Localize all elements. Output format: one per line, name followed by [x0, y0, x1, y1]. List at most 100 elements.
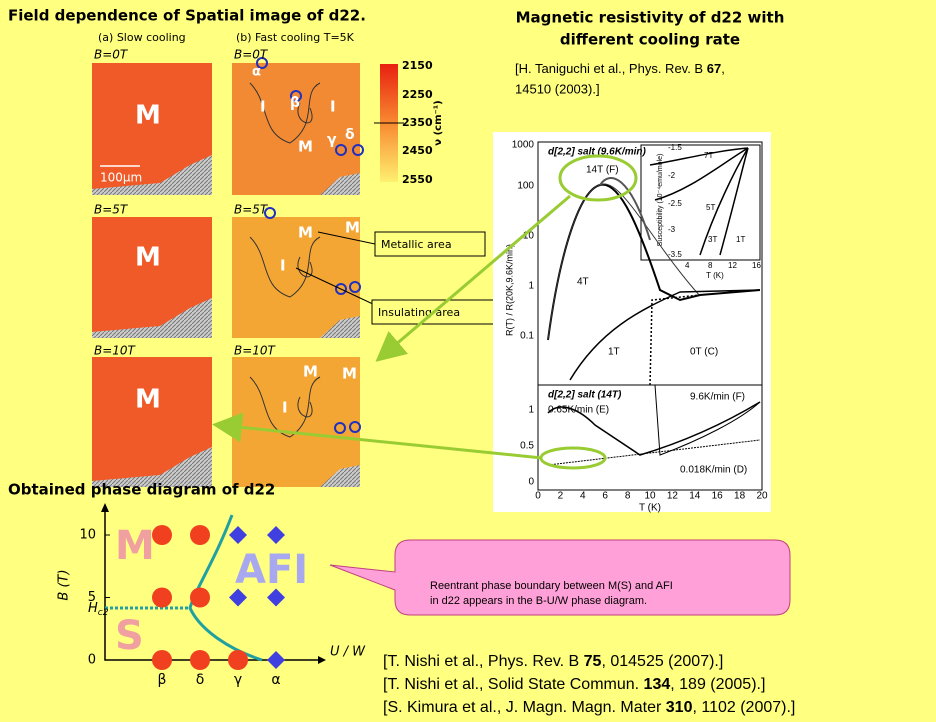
x-tick-label: δ	[196, 672, 205, 688]
x-tick-label: 8	[625, 491, 631, 502]
ref-part: [S. Kimura et al., J. Magn. Magn. Mater	[383, 699, 666, 716]
bubble-text: Reentrant phase boundary between M(S) an…	[430, 580, 673, 592]
map-letter: I	[280, 257, 286, 275]
x-tick-label: 2	[558, 491, 564, 502]
ref-part: 310	[666, 699, 693, 716]
graph-label: 0.018K/min (D)	[680, 465, 747, 476]
graph-label: 4T	[577, 277, 589, 288]
fast-map	[232, 63, 360, 195]
map-letter: β	[290, 95, 300, 111]
right-ref: [H. Taniguchi et al., Phys. Rev. B 67,	[515, 61, 725, 76]
callout: Metallic area	[381, 238, 452, 251]
region-label: AFI	[235, 547, 308, 593]
reference: [T. Nishi et al., Phys. Rev. B 75, 01452…	[383, 653, 723, 670]
x-tick-label: 4	[580, 491, 586, 502]
x-tick-label: 12	[667, 491, 679, 502]
graph-label: 14T (F)	[586, 165, 619, 176]
region-label: S	[115, 613, 144, 659]
phase-point	[228, 650, 248, 670]
graph-label: 0T (C)	[690, 347, 718, 358]
phase-point	[152, 525, 172, 545]
y-tick-label: 0.5	[520, 441, 534, 452]
graph-label: 1T	[608, 347, 620, 358]
map-letter: δ	[345, 127, 355, 143]
left-title: Field dependence of Spatial image of d22…	[8, 7, 366, 25]
ref-part: ,	[721, 61, 725, 76]
map-letter: γ	[327, 132, 337, 148]
ref-part: , 014525 (2007).]	[601, 653, 723, 670]
inset-label: 3T	[708, 235, 717, 244]
callout: Insulating area	[378, 306, 460, 319]
field-label: B=10T	[234, 344, 277, 358]
shape: 2150 2250 2350 2450 2550 ν (cm⁻¹)	[402, 59, 444, 186]
ref-part: [T. Nishi et al., Solid State Commun.	[383, 676, 644, 693]
ref-part: [H. Taniguchi et al., Phys. Rev. B	[515, 61, 707, 76]
x-tick-label: 16	[712, 491, 724, 502]
y-axis-label: R(T) / R(20K,9.6K/min)	[504, 244, 514, 336]
x-axis-label: U / W	[330, 645, 366, 660]
inset-x-label: T (K)	[706, 271, 724, 280]
colorbar-tick: 2150	[402, 59, 433, 72]
colorbar-tick: 2450	[402, 144, 433, 157]
map-letter: α	[252, 65, 261, 80]
phase-point	[190, 525, 210, 545]
inset-tick: -3	[668, 225, 676, 234]
y-axis-label: B (T)	[57, 569, 72, 600]
phase-point	[152, 650, 172, 670]
inset-y-label: Susceptibility (10⁻⁴emu/mole)	[657, 154, 664, 247]
ref-part: , 189 (2005).]	[670, 676, 765, 693]
inset-tick: -1.5	[668, 143, 682, 152]
x-axis-label: T (K)	[639, 503, 661, 514]
right-ref: 14510 (2003).]	[515, 81, 600, 96]
x-tick-label: 10	[644, 491, 656, 502]
map-letter: M	[298, 138, 313, 156]
ref-part: , 1102 (2007).]	[692, 699, 795, 716]
hc2-sub: c2	[98, 608, 109, 618]
right-title: different cooling rate	[560, 31, 740, 49]
region-label: M	[115, 523, 155, 569]
map-letter: M	[303, 363, 318, 381]
ref-part: 75	[584, 653, 602, 670]
x-tick-label: 6	[602, 491, 608, 502]
page: { "left_title":"Field dependence of Spat…	[0, 0, 936, 722]
y-tick-label: 10	[79, 528, 96, 543]
map-letter: I	[330, 98, 336, 116]
colorbar-tick: 2350	[402, 116, 433, 129]
x-tick-label: γ	[234, 672, 242, 688]
inset-tick: -2	[668, 171, 676, 180]
field-label: B=10T	[94, 344, 137, 358]
inset-tick: 12	[728, 261, 737, 270]
y-tick-label: 1	[528, 281, 534, 292]
ref-part: [T. Nishi et al., Phys. Rev. B	[383, 653, 584, 670]
reference: [T. Nishi et al., Solid State Commun. 13…	[383, 676, 765, 693]
field-label: B=0T	[234, 48, 269, 62]
y-tick-label: 0	[528, 477, 534, 488]
colorbar-tick: 2250	[402, 88, 433, 101]
phase-title: Obtained phase diagram of d22	[8, 481, 275, 499]
map-letter: M	[342, 365, 357, 383]
y-tick-label: 1000	[512, 140, 535, 151]
map-letter: M	[135, 243, 161, 273]
graph-label: 9.6K/min (F)	[690, 392, 745, 403]
x-tick-label: 18	[734, 491, 746, 502]
x-tick-label: 0	[535, 491, 541, 502]
inset-tick: -2.5	[668, 199, 682, 208]
map-letter: I	[282, 399, 288, 417]
panel-header: (b) Fast cooling T=5K	[236, 31, 355, 44]
inset-tick: 8	[708, 261, 713, 270]
x-tick-label: α	[271, 672, 280, 688]
map-letter: I	[260, 98, 266, 116]
colorbar-tick: 2550	[402, 173, 433, 186]
field-label: B=5T	[234, 203, 269, 217]
panel-header: (a) Slow cooling	[98, 31, 186, 44]
graph-label: 0.65K/min (E)	[548, 405, 609, 416]
y-tick-label: 0.1	[520, 331, 534, 342]
field-label: B=5T	[94, 203, 129, 217]
graph-label: d[2,2] salt (14T)	[548, 390, 622, 401]
phase-point	[229, 526, 247, 544]
bubble-text: in d22 appears in the B-U/W phase diagra…	[430, 595, 647, 607]
colorbar-unit: ν (cm⁻¹)	[433, 100, 444, 145]
phase-point	[190, 588, 210, 608]
phase-point	[190, 650, 210, 670]
reference: [S. Kimura et al., J. Magn. Magn. Mater …	[383, 699, 795, 716]
